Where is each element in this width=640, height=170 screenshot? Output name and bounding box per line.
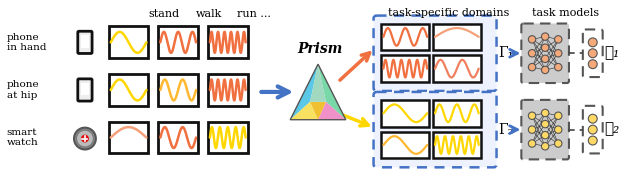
Circle shape xyxy=(541,44,549,51)
Bar xyxy=(433,23,481,50)
Text: walk: walk xyxy=(196,9,222,19)
Bar xyxy=(381,132,429,158)
Text: run ...: run ... xyxy=(237,9,271,19)
Circle shape xyxy=(541,120,549,128)
Circle shape xyxy=(554,36,562,43)
Polygon shape xyxy=(291,64,318,120)
FancyBboxPatch shape xyxy=(522,23,569,83)
Circle shape xyxy=(541,143,549,150)
Circle shape xyxy=(588,136,597,145)
Bar xyxy=(208,122,248,154)
Circle shape xyxy=(541,55,549,63)
Bar xyxy=(81,127,88,132)
Bar xyxy=(109,27,148,58)
Circle shape xyxy=(529,63,536,71)
Bar xyxy=(109,122,148,154)
Circle shape xyxy=(541,109,549,117)
Bar xyxy=(158,27,198,58)
Circle shape xyxy=(554,49,562,57)
Circle shape xyxy=(81,135,89,142)
FancyBboxPatch shape xyxy=(374,92,497,167)
Text: stand: stand xyxy=(148,9,180,19)
FancyBboxPatch shape xyxy=(583,29,603,77)
Text: Γ₂: Γ₂ xyxy=(499,123,514,137)
Circle shape xyxy=(529,49,536,57)
Bar xyxy=(208,27,248,58)
Circle shape xyxy=(74,128,96,149)
Polygon shape xyxy=(291,102,318,120)
Circle shape xyxy=(541,131,549,139)
Bar xyxy=(381,23,429,50)
Polygon shape xyxy=(310,64,326,102)
Circle shape xyxy=(554,112,562,120)
Circle shape xyxy=(529,36,536,43)
Bar xyxy=(433,132,481,158)
Circle shape xyxy=(588,125,597,134)
Circle shape xyxy=(541,66,549,74)
Circle shape xyxy=(588,49,597,58)
Bar xyxy=(81,144,88,149)
Text: Γ₁: Γ₁ xyxy=(499,46,514,60)
Circle shape xyxy=(529,126,536,133)
FancyBboxPatch shape xyxy=(522,100,569,159)
Circle shape xyxy=(554,63,562,71)
FancyBboxPatch shape xyxy=(78,31,92,53)
FancyBboxPatch shape xyxy=(78,79,92,101)
Text: ℳ₂: ℳ₂ xyxy=(605,123,620,137)
Circle shape xyxy=(529,140,536,147)
Text: phone
at hip: phone at hip xyxy=(6,80,39,100)
Bar xyxy=(109,74,148,106)
Bar xyxy=(381,55,429,82)
Circle shape xyxy=(588,114,597,123)
FancyBboxPatch shape xyxy=(583,106,603,154)
Text: Prism: Prism xyxy=(298,42,342,56)
Circle shape xyxy=(541,33,549,40)
Bar xyxy=(81,82,89,95)
Circle shape xyxy=(588,60,597,69)
Bar xyxy=(158,122,198,154)
FancyBboxPatch shape xyxy=(374,16,497,91)
Text: task-specific domains: task-specific domains xyxy=(388,8,509,18)
Bar xyxy=(433,55,481,82)
Bar xyxy=(158,74,198,106)
Text: task models: task models xyxy=(532,8,600,18)
Circle shape xyxy=(554,140,562,147)
Polygon shape xyxy=(318,64,346,120)
Bar xyxy=(433,100,481,127)
Polygon shape xyxy=(310,102,326,120)
Text: phone
in hand: phone in hand xyxy=(6,33,46,52)
Circle shape xyxy=(554,126,562,133)
Polygon shape xyxy=(318,102,346,120)
Bar xyxy=(381,100,429,127)
Text: smart
watch: smart watch xyxy=(6,128,38,147)
Bar xyxy=(208,74,248,106)
Text: ℳ₁: ℳ₁ xyxy=(605,46,620,60)
Circle shape xyxy=(77,130,93,147)
Circle shape xyxy=(588,38,597,47)
Circle shape xyxy=(529,112,536,120)
Bar xyxy=(81,35,89,48)
